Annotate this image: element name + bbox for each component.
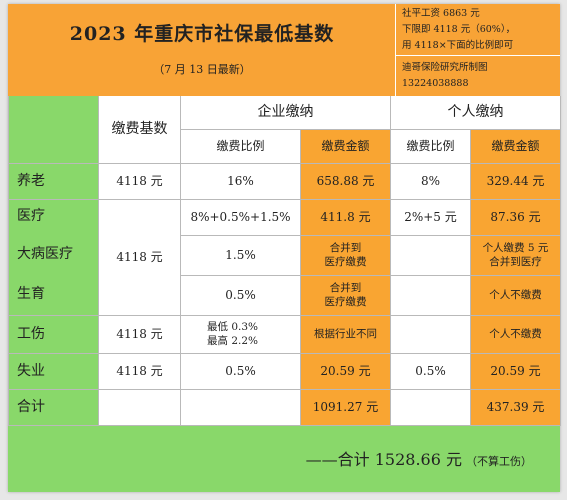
corner-cell bbox=[9, 96, 99, 164]
row-label-injury: 工伤 bbox=[9, 316, 99, 354]
row-label-serious: 大病医疗 bbox=[17, 246, 73, 262]
unemployment-company-amount: 20.59 元 bbox=[301, 354, 391, 390]
row-label-medical: 医疗 bbox=[17, 208, 45, 224]
medical-group-base: 4118 元 bbox=[99, 200, 181, 316]
grand-total-note: （不算工伤） bbox=[466, 455, 532, 468]
unemployment-personal-amount: 20.59 元 bbox=[471, 354, 561, 390]
injury-base: 4118 元 bbox=[99, 316, 181, 354]
grand-total-bar: ——合计 1528.66 元 （不算工伤） bbox=[8, 426, 560, 492]
page-title: 2023 年重庆市社保最低基数 bbox=[69, 22, 335, 45]
medical-company-rate: 8%+0.5%+1.5% bbox=[181, 200, 301, 236]
pension-personal-rate: 8% bbox=[391, 164, 471, 200]
wage-notes: 社平工资 6863 元 下限即 4118 元（60%）， 用 4118×下面的比… bbox=[396, 4, 560, 56]
total-company-amount: 1091.27 元 bbox=[301, 390, 391, 426]
row-label-total: 合计 bbox=[9, 390, 99, 426]
maternity-company-rate: 0.5% bbox=[181, 276, 301, 316]
injury-personal-amount: 个人不缴费 bbox=[471, 316, 561, 354]
total-base bbox=[99, 390, 181, 426]
serious-personal-amount-l2: 合并到医疗 bbox=[489, 255, 542, 268]
maternity-personal-rate bbox=[391, 276, 471, 316]
serious-company-amount-l2: 医疗缴费 bbox=[324, 255, 367, 268]
total-company-rate bbox=[181, 390, 301, 426]
header-company: 企业缴纳 bbox=[181, 96, 391, 130]
credit-phone: 13224038888 bbox=[402, 78, 469, 89]
header-base: 缴费基数 bbox=[99, 96, 181, 164]
maternity-company-amount-l2: 医疗缴费 bbox=[324, 295, 367, 308]
injury-company-amount: 根据行业不同 bbox=[301, 316, 391, 354]
header-personal-amount: 缴费金额 bbox=[471, 130, 561, 164]
serious-company-rate: 1.5% bbox=[181, 236, 301, 276]
credit-author: 迪哥保险研究所制图 bbox=[402, 62, 488, 73]
medical-personal-amount: 87.36 元 bbox=[471, 200, 561, 236]
row-label-pension: 养老 bbox=[9, 164, 99, 200]
grand-total-text: ——合计 1528.66 元 bbox=[305, 450, 462, 469]
pension-personal-amount: 329.44 元 bbox=[471, 164, 561, 200]
unemployment-company-rate: 0.5% bbox=[181, 354, 301, 390]
header-personal: 个人缴纳 bbox=[391, 96, 561, 130]
pension-base: 4118 元 bbox=[99, 164, 181, 200]
wage-note-line: 社平工资 6863 元 bbox=[402, 8, 480, 19]
credit-block: 迪哥保险研究所制图 13224038888 bbox=[396, 56, 560, 96]
page-subtitle: （7 月 13 日最新） bbox=[153, 63, 251, 76]
injury-rate-min: 最低 0.3% bbox=[207, 321, 259, 334]
pension-company-amount: 658.88 元 bbox=[301, 164, 391, 200]
total-personal-amount: 437.39 元 bbox=[471, 390, 561, 426]
maternity-company-amount: 合并到 医疗缴费 bbox=[301, 276, 391, 316]
maternity-personal-amount: 个人不缴费 bbox=[471, 276, 561, 316]
serious-company-amount: 合并到 医疗缴费 bbox=[301, 236, 391, 276]
title-banner: 2023 年重庆市社保最低基数 （7 月 13 日最新） bbox=[8, 4, 396, 96]
contribution-table: 缴费基数 企业缴纳 个人缴纳 缴费比例 缴费金额 缴费比例 缴费金额 养老 41… bbox=[8, 96, 561, 426]
medical-group-labels: 医疗 大病医疗 生育 bbox=[9, 200, 99, 316]
wage-note-line: 用 4118×下面的比例即可 bbox=[402, 40, 514, 51]
serious-company-amount-l1: 合并到 bbox=[329, 242, 362, 255]
header-company-rate: 缴费比例 bbox=[181, 130, 301, 164]
medical-personal-rate: 2%+5 元 bbox=[391, 200, 471, 236]
header-company-amount: 缴费金额 bbox=[301, 130, 391, 164]
social-security-sheet: 2023 年重庆市社保最低基数 （7 月 13 日最新） 社平工资 6863 元… bbox=[8, 4, 561, 492]
serious-personal-rate bbox=[391, 236, 471, 276]
maternity-company-amount-l1: 合并到 bbox=[329, 282, 362, 295]
injury-personal-rate bbox=[391, 316, 471, 354]
injury-rate-max: 最高 2.2% bbox=[207, 334, 259, 347]
total-personal-rate bbox=[391, 390, 471, 426]
medical-company-amount: 411.8 元 bbox=[301, 200, 391, 236]
header-personal-rate: 缴费比例 bbox=[391, 130, 471, 164]
unemployment-base: 4118 元 bbox=[99, 354, 181, 390]
row-label-unemployment: 失业 bbox=[9, 354, 99, 390]
serious-personal-amount-l1: 个人缴费 5 元 bbox=[482, 242, 549, 255]
row-label-maternity: 生育 bbox=[17, 286, 45, 302]
grand-total: ——合计 1528.66 元 （不算工伤） bbox=[8, 446, 560, 476]
unemployment-personal-rate: 0.5% bbox=[391, 354, 471, 390]
serious-personal-amount: 个人缴费 5 元 合并到医疗 bbox=[471, 236, 561, 276]
injury-company-rate: 最低 0.3% 最高 2.2% bbox=[181, 316, 301, 354]
wage-note-line: 下限即 4118 元（60%）， bbox=[402, 24, 516, 35]
pension-company-rate: 16% bbox=[181, 164, 301, 200]
